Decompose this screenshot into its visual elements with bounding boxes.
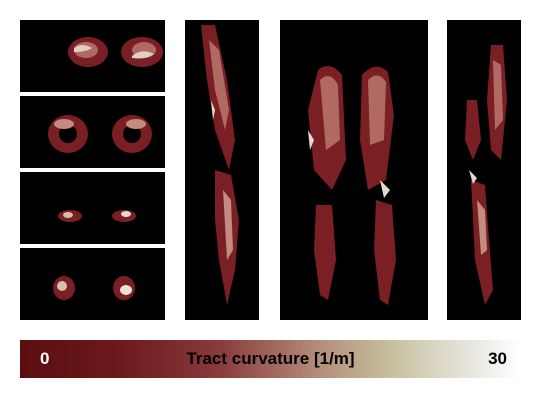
- axial-slice-knee: [20, 172, 165, 244]
- colorbar: 0 Tract curvature [1/m] 30: [20, 340, 521, 378]
- coronal-view-image: [308, 66, 396, 305]
- sagittal-view-image: [201, 25, 239, 305]
- axial-slice-proximal-thigh: [20, 20, 165, 92]
- sagittal-view-left: [185, 20, 259, 320]
- colorbar-max-label: 30: [488, 349, 507, 368]
- axial-slice-calf: [20, 248, 165, 320]
- axial-slice-image: [68, 37, 163, 67]
- axial-slice-mid-thigh: [20, 96, 165, 168]
- sagittal-view-image: [465, 45, 507, 305]
- axial-slice-image: [53, 276, 135, 300]
- axial-slice-image: [58, 210, 136, 222]
- colorbar-min-label: 0: [40, 349, 50, 368]
- sagittal-view-right: [447, 20, 521, 320]
- axial-slice-image: [48, 115, 152, 153]
- coronal-view: [280, 20, 428, 320]
- colorbar-title: Tract curvature [1/m]: [186, 349, 355, 368]
